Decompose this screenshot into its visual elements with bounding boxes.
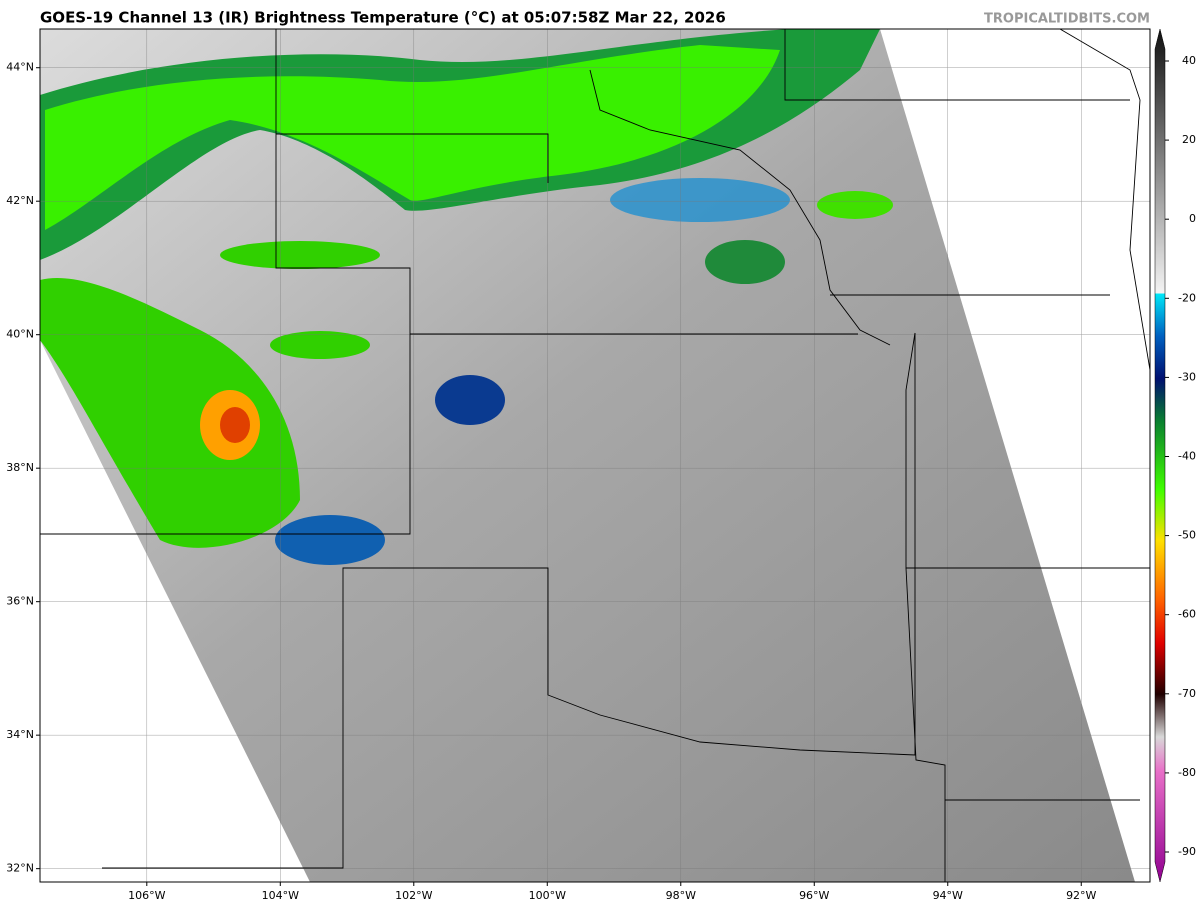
- y-tick-label: 40°N: [6, 328, 34, 341]
- colorbar-label: -20: [1178, 291, 1196, 304]
- cloud-tops: [40, 29, 893, 565]
- y-tick-label: 38°N: [6, 461, 34, 474]
- x-tick-label: 106°W: [128, 889, 165, 902]
- y-tick-label: 34°N: [6, 728, 34, 741]
- y-tick-label: 42°N: [6, 194, 34, 207]
- colorbar-label: -70: [1178, 687, 1196, 700]
- y-tick-label: 32°N: [6, 862, 34, 875]
- colorbar-label: -50: [1178, 529, 1196, 542]
- x-tick-label: 96°W: [799, 889, 829, 902]
- colorbar-label: 0: [1189, 212, 1196, 225]
- colorbar-label: 40: [1182, 54, 1196, 67]
- watermark: TROPICALTIDBITS.COM: [984, 12, 1150, 27]
- x-tick-label: 102°W: [395, 889, 432, 902]
- y-tick-label: 44°N: [6, 61, 34, 74]
- colorbar: [1154, 28, 1166, 883]
- colorbar-label: 20: [1182, 133, 1196, 146]
- x-tick-label: 92°W: [1066, 889, 1096, 902]
- x-tick-label: 98°W: [666, 889, 696, 902]
- colorbar-label: -80: [1178, 766, 1196, 779]
- colorbar-label: -90: [1178, 845, 1196, 858]
- x-tick-label: 100°W: [529, 889, 566, 902]
- y-tick-label: 36°N: [6, 595, 34, 608]
- x-tick-label: 94°W: [933, 889, 963, 902]
- map: [40, 29, 1150, 882]
- colorbar-label: -60: [1178, 608, 1196, 621]
- map-frame: [39, 28, 1151, 883]
- x-tick-label: 104°W: [262, 889, 299, 902]
- colorbar-label: -40: [1178, 450, 1196, 463]
- colorbar-label: -30: [1178, 370, 1196, 383]
- borders: [40, 29, 1150, 882]
- title: GOES-19 Channel 13 (IR) Brightness Tempe…: [40, 9, 726, 27]
